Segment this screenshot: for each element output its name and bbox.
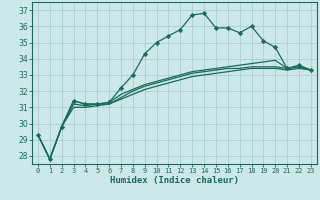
- X-axis label: Humidex (Indice chaleur): Humidex (Indice chaleur): [110, 176, 239, 185]
